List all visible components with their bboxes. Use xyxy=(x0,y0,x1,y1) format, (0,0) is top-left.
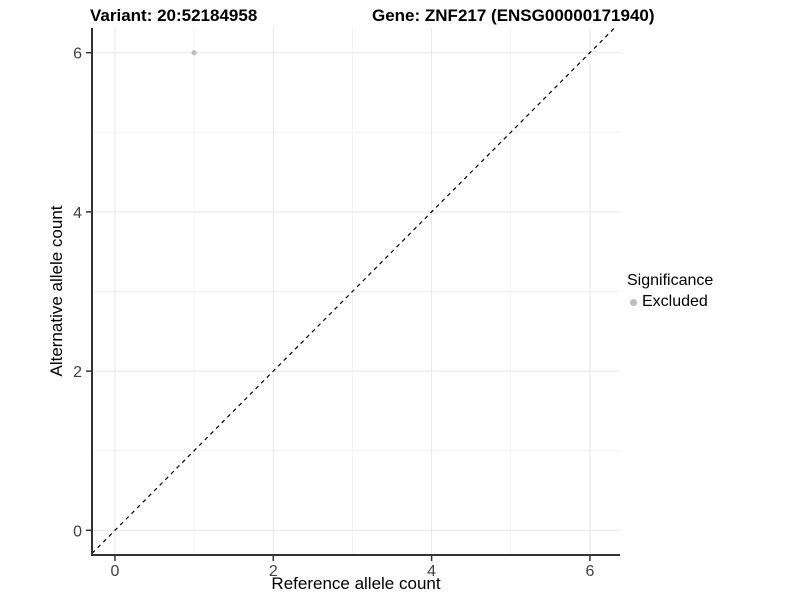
y-tick-label: 6 xyxy=(73,46,82,63)
legend: Significance Excluded xyxy=(627,272,713,311)
y-tick-label: 0 xyxy=(73,523,82,540)
plot-title-variant: Variant: 20:52184958 xyxy=(90,6,258,25)
x-axis-label: Reference allele count xyxy=(271,574,441,593)
legend-item-excluded: Excluded xyxy=(627,293,713,311)
x-tick-label: 2 xyxy=(269,563,278,580)
identity-line xyxy=(91,27,615,554)
legend-item-label: Excluded xyxy=(642,293,708,310)
y-tick-label: 2 xyxy=(73,364,82,381)
legend-title: Significance xyxy=(627,272,714,289)
x-tick-label: 6 xyxy=(585,563,594,580)
data-point xyxy=(191,50,197,56)
y-tick-label: 4 xyxy=(73,205,82,222)
x-tick-label: 0 xyxy=(111,563,120,580)
plot-title-gene: Gene: ZNF217 (ENSG00000171940) xyxy=(372,6,655,25)
x-tick-label: 4 xyxy=(427,563,436,580)
legend-point-icon xyxy=(630,298,637,306)
y-axis-label: Alternative allele count xyxy=(47,205,66,377)
